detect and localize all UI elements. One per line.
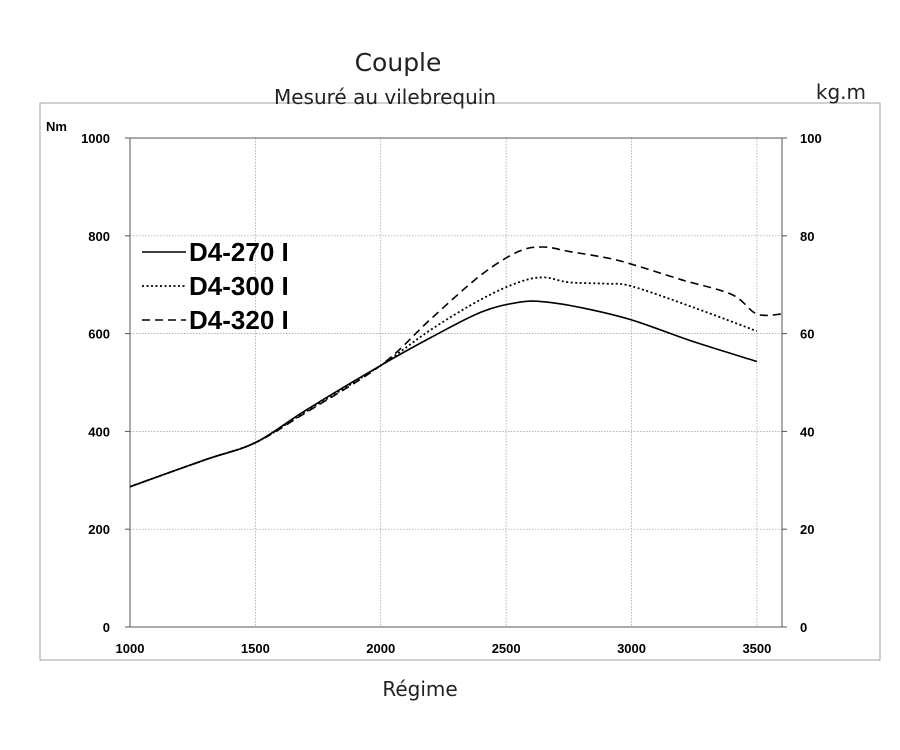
legend-label-d4-300-i: D4-300 I [189,271,289,301]
y-left-tick-label: 800 [88,229,110,244]
y-right-tick-label: 20 [800,522,814,537]
x-tick-label: 3500 [742,641,771,656]
x-tick-label: 3000 [617,641,646,656]
chart-title: Couple [355,48,442,77]
y-right-tick-label: 60 [800,327,814,342]
y-right-tick-label: 100 [800,131,822,146]
y-left-tick-label: 0 [103,620,110,635]
x-tick-label: 2000 [366,641,395,656]
left-axis-unit: Nm [46,119,67,134]
x-tick-label: 1500 [241,641,270,656]
chart-subtitle: Mesuré au vilebrequin [274,85,496,109]
y-left-tick-label: 400 [88,424,110,439]
chart-frame [39,102,881,661]
grid-lines [130,138,782,627]
legend-label-d4-270-i: D4-270 I [189,237,289,267]
x-tick-label: 2500 [492,641,521,656]
legend-label-d4-320-i: D4-320 I [189,305,289,335]
y-right-tick-label: 40 [800,424,814,439]
y-right-tick-label: 0 [800,620,807,635]
y-right-tick-label: 80 [800,229,814,244]
legend: D4-270 I D4-300 I D4-320 I [142,237,289,335]
y-left-tick-label: 200 [88,522,110,537]
y-left-tick-label: 600 [88,327,110,342]
series-lines [129,246,783,488]
y-left-tick-label: 1000 [81,131,110,146]
x-axis-label: Régime [382,677,457,701]
right-axis-unit: kg.m [816,80,866,104]
x-tick-label: 1000 [116,641,145,656]
series-line-d4-320-i [129,246,783,488]
axes: 1000 1500 2000 2500 3000 35000200400600800100… [81,131,822,656]
